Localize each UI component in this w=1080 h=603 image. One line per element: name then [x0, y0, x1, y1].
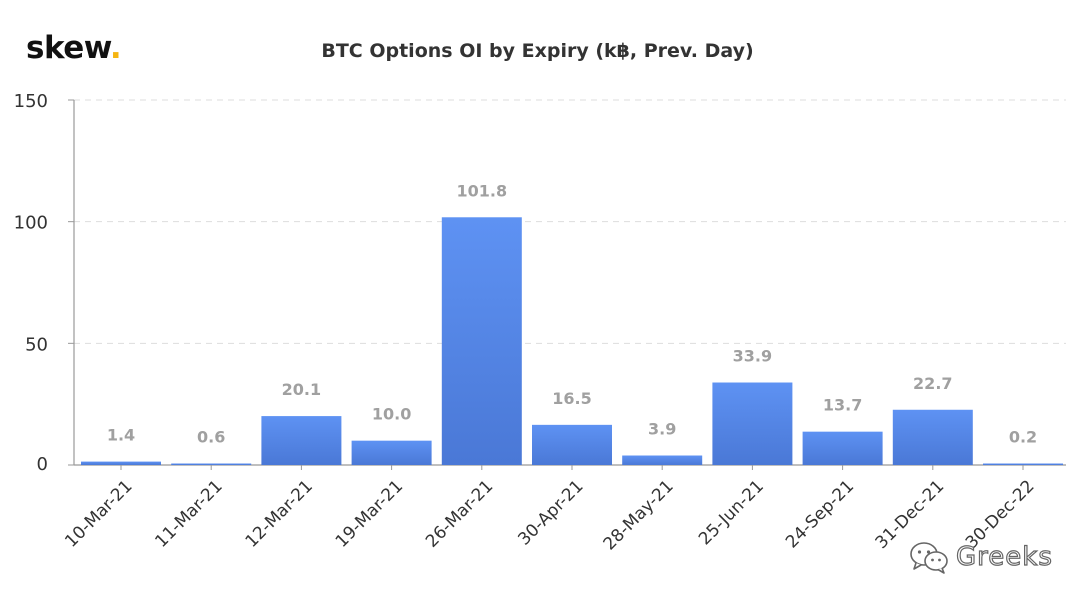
bar-25-Jun-21: [712, 382, 793, 465]
bar-26-Mar-21: [441, 217, 522, 465]
watermark-text: Greeks: [955, 541, 1053, 572]
x-tick-label: 30-Apr-21: [514, 476, 587, 549]
bar-31-Dec-21: [892, 409, 973, 465]
x-tick-labels: 10-Mar-21 11-Mar-21 12-Mar-21 19-Mar-21 26-M…: [61, 476, 1038, 554]
data-label: 20.1: [282, 380, 321, 399]
data-label: 16.5: [552, 389, 591, 408]
data-label: 13.7: [823, 396, 862, 415]
wechat-icon: [910, 542, 948, 574]
data-label: 101.8: [456, 181, 507, 200]
x-tick-label: 28-May-21: [600, 476, 678, 554]
x-tick-label: 12-Mar-21: [242, 476, 317, 551]
chart-title: BTC Options OI by Expiry (k฿, Prev. Day): [321, 40, 754, 62]
bar-10-Mar-21: [81, 461, 161, 465]
x-tick-label: 25-Jun-21: [695, 476, 768, 549]
x-tick-label: 26-Mar-21: [422, 476, 497, 551]
bar-24-Sep-21: [802, 431, 883, 465]
data-label: 33.9: [733, 347, 772, 366]
x-tick-label: 24-Sep-21: [782, 476, 858, 552]
x-tick-label: 11-Mar-21: [151, 476, 226, 551]
y-tick-labels: 0 50 100 150: [14, 91, 48, 475]
x-tick-label: 10-Mar-21: [61, 476, 136, 551]
data-label: 3.9: [648, 420, 676, 439]
bar-28-May-21: [622, 455, 703, 465]
bar-11-Mar-21: [171, 463, 252, 465]
y-tick-label: 100: [14, 213, 48, 234]
data-label: 22.7: [913, 374, 952, 393]
bar-19-Mar-21: [351, 440, 432, 465]
data-label: 10.0: [372, 405, 411, 424]
y-tick-label: 0: [37, 454, 48, 475]
bar-30-Dec-22: [983, 463, 1063, 465]
watermark: Greeks: [908, 540, 1053, 574]
data-labels: 1.4 0.6 20.1 10.0 101.8 16.5 3.9 33.9 13.7 22.7 0.…: [107, 181, 1037, 446]
bar-30-Apr-21: [532, 424, 612, 465]
x-tick-label: 19-Mar-21: [332, 476, 407, 551]
grid-lines: [74, 99, 1066, 344]
y-tick-label: 50: [25, 334, 48, 355]
data-label: 0.2: [1009, 428, 1037, 447]
data-label: 0.6: [197, 428, 225, 447]
y-tick-label: 150: [14, 91, 48, 112]
bar-12-Mar-21: [261, 416, 342, 465]
logo-text: skew: [26, 30, 110, 66]
data-label: 1.4: [107, 426, 135, 445]
skew-logo: skew.: [26, 30, 122, 66]
bars: [81, 217, 1063, 465]
logo-dot: .: [109, 30, 122, 66]
